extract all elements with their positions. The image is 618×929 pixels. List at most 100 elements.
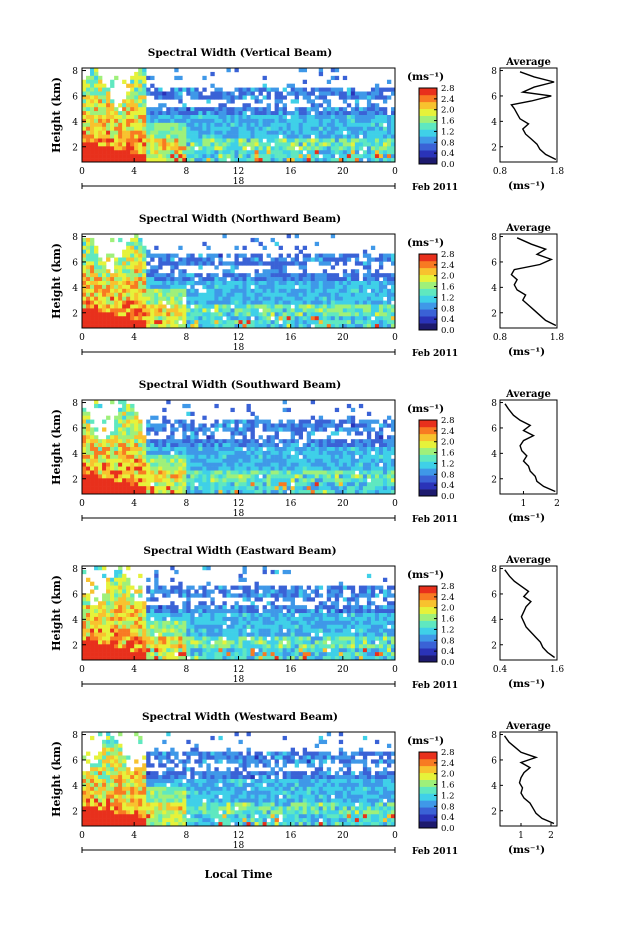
heatmap-cell (330, 111, 336, 116)
heatmap-cell (218, 482, 223, 487)
heatmap-cell (282, 273, 287, 278)
heatmap-cell (390, 253, 396, 258)
heatmap-cell (366, 316, 372, 321)
heatmap-cell (306, 474, 312, 479)
heatmap-cell (110, 490, 115, 495)
heatmap-cell (358, 423, 364, 428)
heatmap-cell (190, 652, 195, 657)
heatmap-cell (294, 134, 299, 139)
heatmap-cell (202, 474, 207, 479)
heatmap-cell (230, 134, 235, 139)
heatmap-cell (334, 134, 340, 139)
heatmap-cell (114, 466, 119, 471)
heatmap-cell (98, 601, 103, 606)
heatmap-cell (266, 312, 271, 317)
heatmap-cell (354, 273, 360, 278)
heatmap-cell (206, 300, 211, 305)
heatmap-cell (138, 620, 143, 626)
heatmap-cell (294, 482, 299, 487)
heatmap-cell (330, 146, 336, 151)
heatmap-cell (82, 126, 87, 131)
heatmap-cell (362, 312, 368, 317)
heatmap-cell (210, 435, 215, 440)
heatmap-cell (274, 320, 279, 325)
heatmap-cell (126, 478, 131, 483)
heatmap-cells (82, 566, 396, 661)
heatmap-cell (138, 91, 143, 96)
heatmap-cell (214, 146, 219, 151)
heatmap-cell (234, 482, 239, 487)
heatmap-cell (194, 466, 199, 471)
heatmap-cell (122, 450, 127, 456)
heatmap-cell (390, 423, 396, 428)
heatmap-cell (366, 126, 372, 131)
heatmap-cell (294, 150, 299, 155)
heatmap-cell (386, 450, 392, 456)
heatmap-cell (362, 478, 368, 483)
heatmap-cell (390, 458, 396, 463)
heatmap-cell (310, 470, 316, 475)
heatmap-cell (138, 640, 143, 645)
heatmap-cell (382, 300, 388, 305)
heatmap-cell (82, 122, 87, 128)
heatmap-cell (258, 91, 263, 96)
heatmap-cell (126, 265, 131, 270)
profile-title: Average (505, 223, 551, 234)
heatmap-cell (238, 486, 243, 491)
heatmap-cell (274, 103, 279, 108)
heatmap-cell (114, 122, 119, 128)
heatmap-cell (286, 439, 291, 444)
heatmap-cell (250, 296, 255, 301)
heatmap-cell (186, 277, 191, 282)
heatmap-cell (342, 458, 348, 463)
heatmap-cell (214, 427, 219, 432)
heatmap-cell (190, 454, 195, 460)
heatmap-cell (118, 324, 123, 329)
heatmap-cell (198, 300, 203, 305)
heatmap-cell (278, 142, 283, 147)
heatmap-cell (158, 158, 163, 163)
heatmap-cell (190, 439, 195, 444)
heatmap-cell (90, 609, 95, 614)
heatmap-cell (154, 624, 159, 629)
heatmap-cell (86, 593, 91, 598)
heatmap-cell (354, 486, 360, 491)
heatmap-cell (274, 486, 279, 491)
heatmap-cell (178, 284, 183, 290)
heatmap-cell (226, 474, 231, 479)
heatmap-cell (270, 257, 275, 262)
heatmap-cell (274, 134, 279, 139)
heatmap-cell (118, 462, 123, 467)
heatmap-cell (302, 253, 308, 258)
heatmap-cell (302, 462, 308, 467)
heatmap-cell (318, 454, 324, 460)
heatmap-cell (158, 652, 163, 657)
heatmap-cell (130, 411, 135, 416)
heatmap-cell (254, 277, 259, 282)
heatmap-cell (198, 158, 203, 163)
heatmap-cell (326, 482, 332, 487)
heatmap-cell (230, 296, 235, 301)
heatmap-cell (266, 288, 271, 294)
heatmap-cell (178, 142, 183, 147)
heatmap-cell (162, 261, 167, 266)
heatmap-cell (114, 454, 119, 460)
heatmap-cell (94, 644, 99, 649)
heatmap-cell (158, 95, 163, 100)
heatmap-cell (138, 308, 143, 313)
heatmap-cell (150, 154, 155, 159)
heatmap-cell (390, 490, 396, 495)
heatmap-cell (314, 292, 320, 297)
heatmap-cell (254, 486, 259, 491)
heatmap-cell (210, 324, 215, 329)
heatmap-cell (150, 613, 155, 618)
heatmap-cell (114, 581, 119, 586)
heatmap-cell (154, 324, 159, 329)
heatmap-cell (134, 458, 139, 463)
heatmap-cell (146, 648, 151, 653)
heatmap-cell (234, 245, 239, 250)
heatmap-cell (374, 146, 380, 151)
heatmap-cell (278, 154, 283, 159)
heatmap-cell (382, 423, 388, 428)
heatmap-cell (234, 142, 239, 147)
